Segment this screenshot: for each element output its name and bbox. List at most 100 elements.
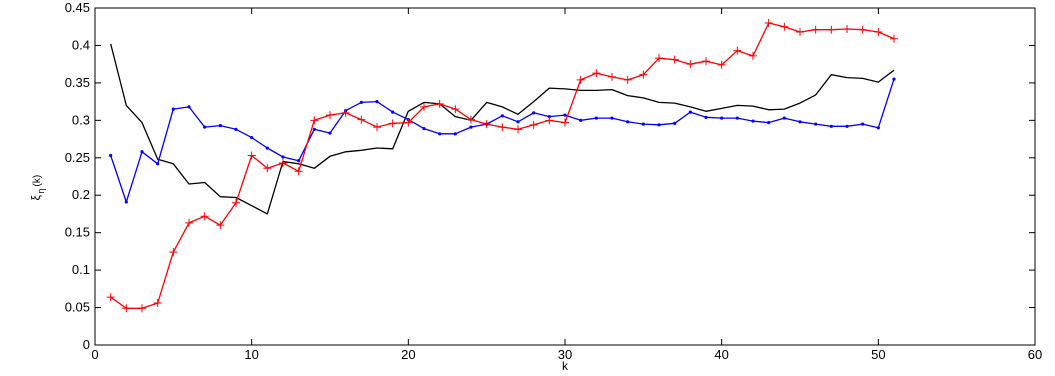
data-point xyxy=(451,105,460,114)
data-point xyxy=(435,99,444,108)
data-point xyxy=(467,115,475,124)
data-point xyxy=(594,116,598,120)
data-point xyxy=(751,119,755,123)
plus-marker xyxy=(279,159,287,168)
plus-marker xyxy=(263,164,272,173)
plus-marker xyxy=(169,248,178,257)
data-point xyxy=(438,132,442,136)
plus-marker xyxy=(780,22,789,31)
plus-marker xyxy=(185,218,193,227)
data-point xyxy=(187,105,191,109)
plus-marker xyxy=(451,105,460,114)
data-point xyxy=(686,60,695,69)
data-point xyxy=(532,111,536,115)
plus-marker xyxy=(890,34,898,43)
y-tick-label: 0.35 xyxy=(65,75,90,90)
data-point xyxy=(232,198,240,207)
data-point xyxy=(767,120,771,125)
data-point xyxy=(297,159,301,163)
data-point xyxy=(122,304,131,313)
plus-marker xyxy=(827,25,836,34)
data-point xyxy=(861,122,865,126)
data-point xyxy=(780,22,789,31)
plot-area xyxy=(94,7,1036,346)
plus-marker xyxy=(216,221,225,230)
x-tick-label: 50 xyxy=(871,347,885,362)
data-point xyxy=(827,25,836,34)
plus-marker xyxy=(529,120,538,129)
plus-marker xyxy=(200,212,209,221)
data-point xyxy=(673,121,677,125)
y-tick-label: 0.4 xyxy=(72,37,90,52)
data-point xyxy=(749,51,757,60)
y-tick-label: 0.2 xyxy=(72,187,90,202)
data-point xyxy=(796,27,804,36)
series-0 xyxy=(110,43,895,215)
series-line xyxy=(110,43,895,215)
data-point xyxy=(657,123,661,127)
y-tick-label: 0.3 xyxy=(72,112,90,127)
data-point xyxy=(858,25,867,34)
plus-marker xyxy=(138,304,146,313)
plus-marker xyxy=(514,125,522,134)
data-point xyxy=(265,146,269,150)
data-point xyxy=(608,72,616,81)
plus-marker xyxy=(576,75,585,84)
data-point xyxy=(218,123,222,128)
data-point xyxy=(733,46,742,55)
data-point xyxy=(843,24,851,33)
axes-layer: 0 10 20 30 40 50 60 0 0.05 0.1 0.15 0.2 0.25 0.3 0.35 0… xyxy=(65,0,1043,362)
plus-marker xyxy=(232,198,240,207)
data-point xyxy=(798,120,802,124)
plus-marker xyxy=(467,115,475,124)
plus-marker xyxy=(733,46,742,55)
data-point xyxy=(138,304,146,313)
data-point xyxy=(200,212,209,221)
plus-marker xyxy=(670,55,679,64)
x-tick-label: 60 xyxy=(1028,347,1042,362)
data-point xyxy=(641,122,645,126)
plus-marker xyxy=(106,293,115,302)
plus-marker xyxy=(717,60,726,69)
data-point xyxy=(592,69,601,78)
data-point xyxy=(169,248,178,257)
data-point xyxy=(373,123,381,132)
plot-frame xyxy=(94,7,1036,346)
data-point xyxy=(453,132,457,136)
y-axis-label-main: ξ xyxy=(29,195,43,201)
data-point xyxy=(579,118,583,122)
data-point xyxy=(422,126,426,131)
plus-marker xyxy=(623,75,632,84)
data-point xyxy=(140,150,144,154)
data-point xyxy=(171,107,175,111)
data-point xyxy=(561,118,569,127)
data-point xyxy=(185,218,193,227)
plus-marker xyxy=(843,24,851,33)
data-point xyxy=(514,125,522,134)
data-point xyxy=(576,75,585,84)
plus-marker xyxy=(764,18,773,27)
data-point xyxy=(156,162,160,166)
data-point xyxy=(388,119,397,128)
y-axis-label-subscript: η xyxy=(36,188,46,193)
data-point xyxy=(811,25,820,34)
plus-marker xyxy=(592,69,601,78)
x-tick-label: 30 xyxy=(558,347,572,362)
y-axis-label: ξ η (k) xyxy=(29,175,46,201)
data-point xyxy=(782,116,786,120)
plus-marker xyxy=(247,151,256,160)
y-tick-label: 0.05 xyxy=(65,300,90,315)
plus-marker xyxy=(639,70,648,79)
data-point xyxy=(702,57,710,66)
data-point xyxy=(341,108,350,117)
data-point xyxy=(294,167,303,176)
plus-marker xyxy=(357,115,366,124)
data-point xyxy=(312,127,316,131)
plus-marker xyxy=(388,119,397,128)
x-tick-label: 10 xyxy=(244,347,258,362)
data-point xyxy=(516,120,520,124)
plus-marker xyxy=(702,57,710,66)
plus-marker xyxy=(874,27,883,36)
data-point xyxy=(764,18,773,27)
